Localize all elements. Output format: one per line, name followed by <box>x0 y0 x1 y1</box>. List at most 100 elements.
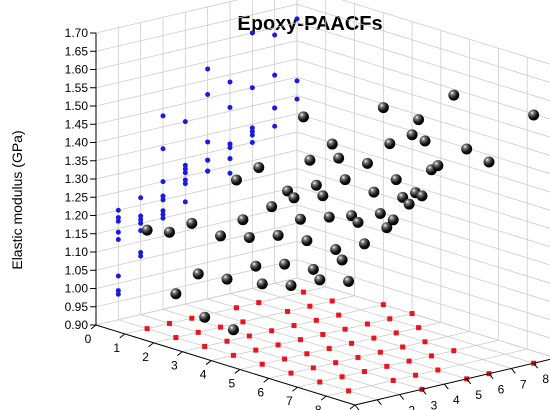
floor-projection-mark <box>173 335 179 341</box>
wall-projection-mark <box>294 78 300 84</box>
data-point <box>343 275 355 287</box>
data-point <box>250 260 262 272</box>
gridline-left-wall <box>95 186 298 235</box>
x-tick-mark <box>320 395 327 401</box>
data-point <box>377 102 389 114</box>
z-tick-label: 1.20 <box>65 209 89 223</box>
floor-projection-mark <box>364 321 370 327</box>
data-point <box>461 143 473 155</box>
floor-projection-mark <box>285 308 291 314</box>
data-point <box>186 217 198 229</box>
z-tick-label: 1.30 <box>65 172 89 186</box>
wall-projection-mark <box>160 179 166 185</box>
wall-projection-mark <box>160 211 166 217</box>
data-point <box>237 214 249 226</box>
wall-projection-mark <box>160 113 166 119</box>
gridline-left-wall <box>95 113 298 162</box>
gridline-left-wall <box>95 3 298 52</box>
data-point <box>368 186 380 198</box>
gridline-right-wall <box>340 0 550 65</box>
data-point <box>528 109 540 121</box>
gridline-floor <box>153 295 355 344</box>
floor-projection-mark <box>377 349 383 355</box>
floor-projection-mark <box>320 331 326 337</box>
projection-layer <box>115 16 537 394</box>
z-tick-label: 1.35 <box>65 154 89 168</box>
wall-projection-mark <box>182 199 188 205</box>
z-tick-label: 1.70 <box>65 26 89 40</box>
x-tick-label: 3 <box>171 359 178 373</box>
wall-projection-mark <box>272 32 278 38</box>
wall-projection-mark <box>160 193 166 199</box>
gridline-right-wall <box>296 113 550 193</box>
wall-projection-mark <box>272 105 278 111</box>
gridline-left-wall <box>95 58 298 107</box>
wall-projection-mark <box>182 181 188 187</box>
data-point <box>243 231 255 243</box>
floor-projection-mark <box>406 358 412 364</box>
y-tick-mark <box>443 383 449 390</box>
floor-projection-mark <box>300 289 306 295</box>
wall-projection-mark <box>115 236 121 242</box>
wall-projection-mark <box>227 145 233 151</box>
z-tick-label: 1.40 <box>65 136 89 150</box>
wall-projection-mark <box>160 197 166 203</box>
data-point <box>285 280 297 292</box>
data-point <box>314 274 326 286</box>
wall-projection-mark <box>115 218 121 224</box>
floor-projection-mark <box>202 343 208 349</box>
wall-projection-mark <box>115 229 121 235</box>
floor-projection-mark <box>413 372 419 378</box>
z-tick-label: 1.65 <box>65 44 89 58</box>
z-tick-label: 1.25 <box>65 190 89 204</box>
floor-projection-mark <box>390 377 396 383</box>
gridline-right-wall <box>296 149 550 229</box>
floor-projection-mark <box>291 323 297 329</box>
floor-projection-mark <box>333 360 339 366</box>
gridline-floor <box>274 282 534 364</box>
floor-projection-mark <box>259 361 265 367</box>
data-point <box>215 230 227 242</box>
y-tick-label: 8 <box>542 372 549 386</box>
floor-projection-mark <box>346 388 352 394</box>
data-point <box>339 174 351 186</box>
y-tick-label: 2 <box>408 404 415 410</box>
wall-projection-mark <box>205 168 211 174</box>
y-tick-mark <box>533 362 539 369</box>
wall-projection-mark <box>205 91 211 97</box>
gridline-right-wall <box>296 76 550 156</box>
floor-projection-mark <box>240 319 246 325</box>
data-point <box>416 190 428 202</box>
floor-projection-mark <box>256 300 262 306</box>
y-tick-mark <box>421 389 427 395</box>
data-point <box>419 135 431 147</box>
gridline-left-wall <box>95 168 298 216</box>
x-tick-mark <box>349 404 356 410</box>
gridline-right-wall <box>296 222 550 302</box>
floor-projection-mark <box>428 353 434 359</box>
gridline-floor <box>118 319 378 401</box>
data-point <box>317 190 329 202</box>
y-tick-label: 4 <box>453 393 460 407</box>
floor-projection-mark <box>304 351 310 357</box>
axis-layer: 0.90 0.95 1.00 1.05 1.10 1.15 1.20 1.25 1.30 1.35… <box>65 26 550 410</box>
data-point <box>288 192 300 204</box>
floor-projection-mark <box>393 330 399 336</box>
z-tick-label: 1.50 <box>65 99 89 113</box>
wall-projection-mark <box>294 16 300 22</box>
data-point <box>323 211 335 223</box>
z-axis-title: Elastic modulus (GPa) <box>9 130 25 269</box>
floor-projection-mark <box>435 367 441 373</box>
floor-projection-mark <box>275 342 281 348</box>
data-point <box>483 156 495 168</box>
data-point <box>384 138 396 150</box>
data-point <box>336 254 348 266</box>
data-point <box>413 114 425 126</box>
y-tick-label: 7 <box>520 377 527 391</box>
data-point <box>358 238 370 250</box>
y-tick-mark <box>354 404 360 410</box>
gridline-left-wall <box>95 149 298 198</box>
wall-projection-mark <box>138 195 144 201</box>
wall-projection-mark <box>115 215 121 221</box>
